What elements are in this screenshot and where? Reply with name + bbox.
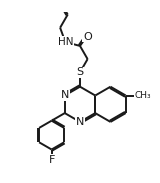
Text: S: S bbox=[76, 67, 84, 77]
Text: F: F bbox=[48, 155, 55, 165]
Text: N: N bbox=[61, 91, 69, 100]
Text: CH₃: CH₃ bbox=[135, 91, 151, 100]
Text: N: N bbox=[76, 117, 84, 127]
Text: HN: HN bbox=[58, 37, 73, 47]
Text: O: O bbox=[83, 32, 92, 42]
